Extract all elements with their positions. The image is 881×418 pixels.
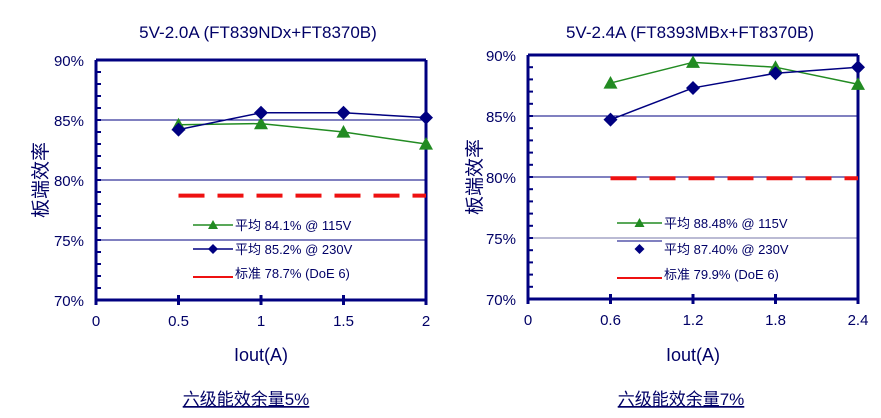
diamond-marker: [208, 244, 218, 254]
x-tick-label: 0.6: [600, 312, 621, 329]
series-line: [610, 61, 859, 86]
chart-1: 5V-2.0A (FT839NDx+FT8370B) 70% 75% 80% 85% 90…: [30, 23, 433, 409]
x-axis-label: Iout(A): [666, 345, 720, 365]
diamond-marker: [603, 112, 618, 127]
x-tick-label: 1.2: [683, 312, 704, 329]
triangle-marker: [254, 116, 268, 130]
chart-title: 5V-2.4A (FT8393MBx+FT8370B): [566, 23, 814, 42]
x-tick-label: 0: [92, 313, 100, 330]
y-axis-label: 板端效率: [30, 142, 52, 218]
diamond-marker: [851, 60, 865, 75]
diamond-marker: [419, 110, 433, 125]
triangle-marker: [208, 220, 218, 229]
x-tick-label: 2.4: [848, 312, 869, 329]
x-tick-label: 2: [422, 313, 430, 330]
series-3: 标准 78.7% (DoE 6): [178, 193, 426, 281]
triangle-marker: [851, 77, 865, 90]
x-tick-label: 0.5: [168, 313, 189, 330]
x-tick-label: 1.8: [765, 312, 786, 329]
diamond-marker: [686, 80, 700, 95]
footnote: 六级能效余量7%: [618, 390, 745, 409]
y-tick-label: 80%: [54, 173, 84, 190]
series-1: 平均 84.1% @ 115V: [171, 116, 433, 233]
diamond-marker: [171, 122, 186, 137]
legend-label: 平均 87.40% @ 230V: [664, 242, 789, 257]
y-tick-label: 70%: [54, 293, 84, 310]
y-tick-label: 90%: [486, 48, 516, 65]
x-tick-label: 1.5: [333, 313, 354, 330]
diamond-marker: [634, 244, 645, 254]
y-axis-label: 板端效率: [464, 139, 486, 215]
y-tick-label: 70%: [486, 292, 516, 309]
legend-label: 标准 79.9% (DoE 6): [664, 267, 779, 282]
x-axis-label: Iout(A): [234, 345, 288, 365]
series-2: 平均 85.2% @ 230V: [171, 105, 433, 257]
series-line: [178, 112, 427, 131]
triangle-marker: [634, 218, 645, 227]
series-2: 平均 87.40% @ 230V: [603, 60, 865, 257]
y-tick-label: 85%: [486, 109, 516, 126]
y-tick-label: 90%: [54, 53, 84, 70]
y-tick-label: 85%: [54, 113, 84, 130]
series-1: 平均 88.48% @ 115V: [603, 55, 865, 231]
y-tick-label: 75%: [54, 233, 84, 250]
triangle-marker: [336, 125, 351, 138]
series-line: [610, 66, 859, 121]
legend-label: 平均 84.1% @ 115V: [235, 218, 352, 233]
y-tick-label: 80%: [486, 170, 516, 187]
diamond-marker: [768, 66, 783, 81]
footnote: 六级能效余量5%: [183, 390, 310, 409]
x-tick-label: 1: [257, 313, 265, 330]
triangle-marker: [419, 137, 433, 150]
legend-label: 标准 78.7% (DoE 6): [235, 266, 350, 281]
triangle-marker: [686, 55, 700, 68]
triangle-marker: [603, 76, 618, 89]
chart-title: 5V-2.0A (FT839NDx+FT8370B): [139, 23, 377, 42]
legend-label: 平均 88.48% @ 115V: [664, 216, 788, 231]
diamond-marker: [254, 105, 268, 120]
x-tick-label: 0: [524, 312, 532, 329]
diamond-marker: [336, 105, 351, 120]
chart-2: 5V-2.4A (FT8393MBx+FT8370B) 70% 75% 80% 85% 9…: [464, 23, 868, 409]
series-line: [178, 122, 427, 145]
series-3: 标准 79.9% (DoE 6): [610, 176, 858, 282]
legend-label: 平均 85.2% @ 230V: [235, 242, 353, 257]
y-tick-label: 75%: [486, 231, 516, 248]
